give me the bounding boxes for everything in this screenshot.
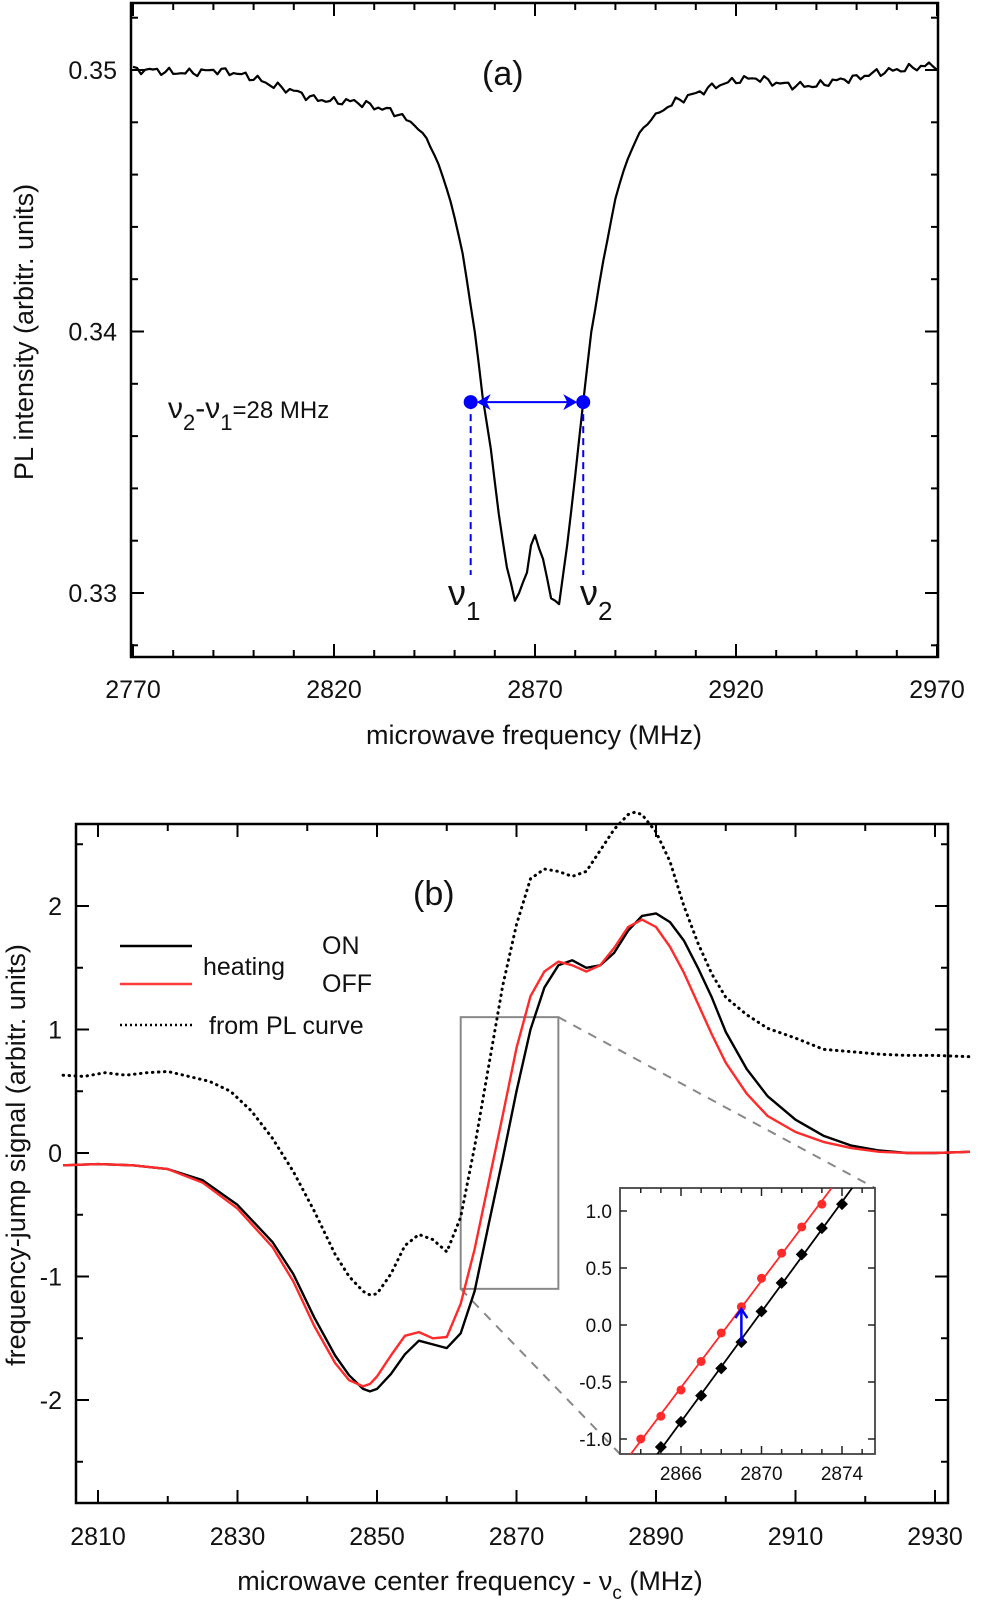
heating-off-curve: [63, 918, 970, 1388]
x-tick-label: 2850: [349, 1523, 405, 1551]
legend-pl-label: from PL curve: [209, 1012, 364, 1040]
panel-b-label: (b): [413, 875, 455, 913]
inset-y-tick-label: 1.0: [586, 1202, 612, 1223]
panel-b-frame: [74, 822, 950, 1505]
inset-point-on: [775, 1276, 788, 1289]
legend: heating ON OFF from PL curve: [120, 932, 372, 1040]
panel-b-curves: [61, 810, 972, 1393]
panel-a-label: (a): [482, 55, 524, 93]
y-tick-label: 1: [48, 1017, 62, 1045]
inset-y-tick-label: -1.0: [579, 1430, 612, 1451]
panel-a-tick-labels: 2770 2820 2870 2920 2970 0.33 0.34 0.35: [68, 57, 964, 704]
inset-point-off: [777, 1248, 787, 1258]
panel-b-x-axis-title-main: microwave center frequency - ν: [237, 1566, 612, 1596]
panel-b-tick-labels: 2810 2830 2850 2870 2890 2910 2930 -2 -1 0 1 2: [40, 893, 963, 1551]
x-tick-label: 2930: [907, 1523, 963, 1551]
inset-x-tick-label: 2866: [660, 1464, 702, 1485]
y-tick-label: 0.35: [68, 57, 117, 85]
inset-point-on: [715, 1362, 728, 1375]
inset-point-off: [696, 1356, 706, 1366]
x-tick-label: 2770: [105, 676, 161, 704]
inset-marks: [629, 1188, 854, 1454]
linewidth-annotation: ν2-ν1=28 MHz ν1 ν2: [168, 392, 612, 626]
x-tick-label: 2820: [306, 676, 362, 704]
inset-point-off: [636, 1434, 646, 1444]
inset-point-on: [755, 1305, 768, 1318]
x-tick-label: 2970: [909, 676, 965, 704]
inset-frame: [619, 1187, 876, 1455]
inset-tick-labels: 2866 2870 2874 -1.0 -0.5 0.0 0.5 1.0: [579, 1202, 863, 1485]
y-tick-label: -2: [40, 1387, 62, 1415]
from-pl-curve: [61, 810, 972, 1297]
inset-x-tick-label: 2870: [740, 1464, 782, 1485]
nu1-marker: [463, 395, 478, 410]
panel-b-x-axis-title-suffix: (MHz): [622, 1566, 703, 1596]
nu2-label: ν2: [580, 572, 612, 626]
y-tick-label: 2: [48, 893, 62, 921]
panel-b-x-axis-title: microwave center frequency - νc (MHz): [237, 1566, 703, 1601]
pl-intensity-curve: [132, 61, 938, 606]
inset-point-off: [757, 1273, 766, 1283]
zoom-connector-top: [557, 1016, 876, 1189]
inset-y-tick-label: 0.5: [586, 1259, 612, 1280]
inset-point-on: [795, 1248, 808, 1261]
inset-point-on: [815, 1222, 828, 1235]
legend-heating-label: heating: [203, 953, 285, 981]
panel-a-x-axis-title: microwave frequency (MHz): [366, 720, 702, 750]
heating-on-curve: [63, 912, 970, 1393]
inset-plot: 2866 2870 2874 -1.0 -0.5 0.0 0.5 1.0: [579, 1187, 876, 1485]
panel-a: 2770 2820 2870 2920 2970 0.33 0.34 0.35 ν2-ν1=2…: [9, 1, 965, 750]
x-tick-label: 2920: [708, 676, 764, 704]
x-tick-label: 2910: [768, 1523, 824, 1551]
x-tick-label: 2810: [70, 1523, 126, 1551]
legend-off-label: OFF: [322, 970, 372, 998]
inset-point-on: [675, 1415, 687, 1428]
inset-point-off: [736, 1302, 746, 1312]
zoom-indicator: [459, 1016, 876, 1455]
arrowhead-right-icon: [563, 394, 578, 411]
inset-y-tick-label: 0.0: [586, 1316, 612, 1337]
shift-arrowhead-icon: [734, 1306, 749, 1319]
inset-point-off: [817, 1199, 827, 1209]
inset-point-off: [656, 1411, 666, 1421]
y-tick-label: -1: [40, 1264, 62, 1292]
panel-b-y-axis-title: frequency-jump signal (arbitr. units): [1, 944, 31, 1366]
x-tick-label: 2870: [507, 676, 563, 704]
nu1-label: ν1: [448, 572, 480, 626]
panel-a-frame: [129, 1, 940, 659]
panel-b-x-axis-title-sub: c: [612, 1583, 622, 1601]
y-tick-label: 0.33: [68, 580, 117, 608]
inset-point-on: [695, 1389, 708, 1402]
arrowhead-left-icon: [476, 394, 491, 411]
nu2-marker: [576, 395, 591, 410]
inset-y-tick-label: -0.5: [579, 1373, 612, 1394]
zoom-region-box: [459, 1016, 560, 1290]
inset-point-off: [716, 1328, 726, 1338]
y-tick-label: 0.34: [68, 319, 117, 347]
zoom-connector-bottom: [459, 1288, 621, 1455]
x-tick-label: 2830: [210, 1523, 266, 1551]
x-tick-label: 2870: [489, 1523, 545, 1551]
inset-point-on: [836, 1198, 848, 1211]
inset-point-on: [654, 1440, 667, 1453]
x-tick-label: 2890: [628, 1523, 684, 1551]
inset-ticks: [620, 1188, 875, 1454]
linewidth-label: ν2-ν1=28 MHz: [168, 392, 329, 435]
panel-a-y-axis-title: PL intensity (arbitr. units): [9, 184, 39, 480]
legend-on-label: ON: [322, 932, 360, 960]
inset-x-tick-label: 2874: [821, 1464, 864, 1485]
inset-point-off: [797, 1222, 807, 1232]
panel-a-ticks: [131, 3, 938, 657]
inset-point-off: [676, 1385, 686, 1395]
y-tick-label: 0: [48, 1140, 62, 1168]
